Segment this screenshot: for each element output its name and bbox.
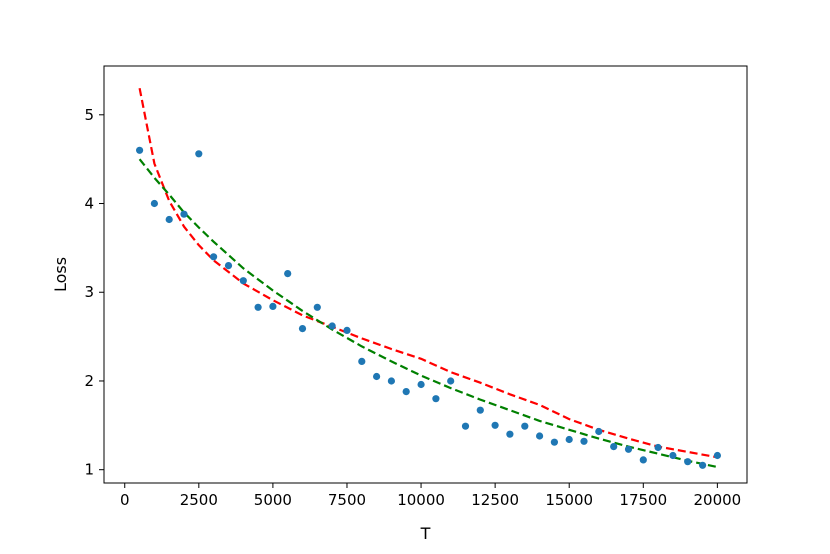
scatter-point <box>373 372 381 381</box>
scatter-point <box>610 443 618 451</box>
x-tick-label: 5000 <box>254 491 292 509</box>
scatter-point <box>565 435 573 444</box>
y-axis: 1 2 3 4 5 <box>84 106 104 479</box>
scatter-point <box>432 395 440 403</box>
y-tick-label: 2 <box>84 372 94 390</box>
x-tick-label: 7500 <box>328 491 366 509</box>
x-tick-label: 15000 <box>545 491 593 509</box>
scatter-point <box>699 461 707 469</box>
scatter-point <box>461 422 470 430</box>
scatter-point <box>165 215 173 224</box>
scatter-point <box>402 388 410 396</box>
scatter-point <box>654 443 662 452</box>
y-tick-label: 4 <box>84 195 94 213</box>
plot-content <box>136 87 722 469</box>
y-tick-label: 1 <box>84 461 94 479</box>
scatter-point <box>328 322 336 330</box>
scatter-point <box>239 277 247 285</box>
scatter-point <box>669 451 677 460</box>
scatter-point <box>506 430 514 438</box>
scatter-point <box>195 150 203 158</box>
y-axis-label: Loss <box>51 257 70 292</box>
scatter-point <box>550 438 559 446</box>
x-axis: 0 2500 5000 7500 10000 12500 15000 17500 20000 <box>120 483 741 509</box>
scatter-point <box>150 199 158 208</box>
scatter-point <box>713 451 722 460</box>
scatter-point <box>624 445 633 453</box>
x-tick-label: 10000 <box>397 491 445 509</box>
x-tick-label: 2500 <box>180 491 218 509</box>
y-tick-label: 3 <box>84 283 94 301</box>
x-tick-label: 0 <box>120 491 130 509</box>
scatter-point <box>595 427 603 436</box>
scatter-point <box>254 303 262 311</box>
scatter-point <box>284 270 292 278</box>
fit-line-red <box>138 87 718 459</box>
y-tick-label: 5 <box>84 106 94 124</box>
scatter-point <box>580 437 588 445</box>
fit-line-green <box>138 158 718 469</box>
scatter-point <box>639 456 647 464</box>
x-axis-label: T <box>420 524 431 543</box>
x-tick-label: 17500 <box>619 491 667 509</box>
scatter-point <box>417 380 425 389</box>
scatter-point <box>313 303 321 311</box>
scatter-point <box>343 326 351 334</box>
x-tick-label: 20000 <box>694 491 742 509</box>
scatter-point <box>447 377 455 385</box>
scatter-point <box>536 432 544 440</box>
scatter-point <box>180 210 188 218</box>
scatter-point <box>136 146 144 154</box>
scatter-point <box>358 357 366 365</box>
scatter-point <box>476 406 484 414</box>
scatter-point <box>224 262 233 270</box>
scatter-point <box>491 421 499 429</box>
scatter-point <box>269 302 277 310</box>
scatter-point <box>684 458 692 466</box>
scatter-point <box>387 377 395 385</box>
scatter-point <box>521 422 529 430</box>
plot-frame <box>103 65 748 484</box>
scatter-point <box>298 325 307 333</box>
x-tick-label: 12500 <box>471 491 519 509</box>
scatter-point <box>210 253 218 261</box>
